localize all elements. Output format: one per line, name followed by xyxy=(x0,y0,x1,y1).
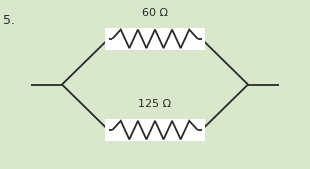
Text: 5.: 5. xyxy=(3,14,15,27)
Text: 125 Ω: 125 Ω xyxy=(139,99,171,109)
Text: 60 Ω: 60 Ω xyxy=(142,8,168,18)
FancyBboxPatch shape xyxy=(105,28,205,50)
FancyBboxPatch shape xyxy=(105,119,205,141)
